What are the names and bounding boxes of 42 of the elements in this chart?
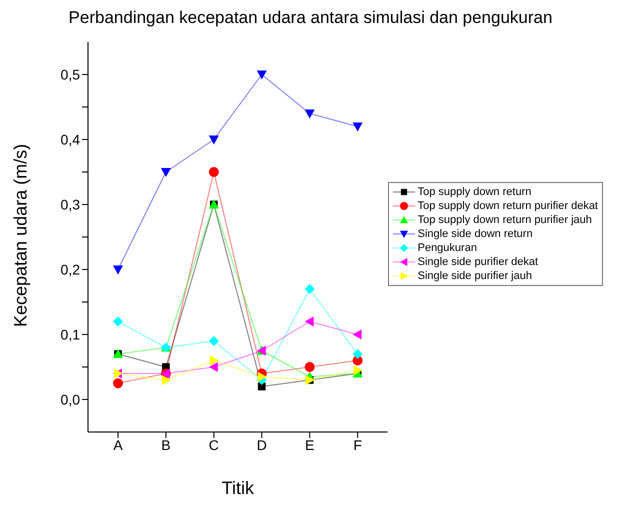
point xyxy=(210,356,219,366)
y-tick-label: 0,5 xyxy=(60,66,80,82)
y-tick-label: 0,1 xyxy=(60,326,80,342)
point xyxy=(113,378,123,388)
point xyxy=(162,375,171,385)
x-tick-label: C xyxy=(208,436,219,453)
point xyxy=(354,365,363,376)
x-tick-label: A xyxy=(113,436,124,453)
y-tick-label: 0,4 xyxy=(60,131,80,148)
legend-label: Top supply down return purifier dekat xyxy=(418,200,598,212)
y-axis-title: Kecepatan udara (m/s) xyxy=(10,144,30,327)
point xyxy=(208,167,219,177)
point xyxy=(208,336,219,346)
legend-label: Single side purifier dekat xyxy=(418,256,538,268)
y-tick-label: 0,3 xyxy=(60,196,80,212)
point xyxy=(352,330,362,340)
point xyxy=(256,70,267,80)
point xyxy=(304,316,314,326)
legend-label: Single side down return xyxy=(418,228,533,240)
point xyxy=(304,110,315,118)
x-tick-label: E xyxy=(305,436,314,453)
point xyxy=(258,372,267,382)
y-tick-label: 0,2 xyxy=(60,261,80,278)
legend-label: Single side purifier jauh xyxy=(418,270,532,282)
x-tick-label: F xyxy=(353,436,362,453)
x-axis-title: Titik xyxy=(222,478,255,498)
point xyxy=(304,362,315,372)
point xyxy=(113,316,123,326)
chart-title: Perbandingan kecepatan udara antara simulasi dan pengukuran xyxy=(68,8,554,28)
legend-label: Top supply down return xyxy=(418,186,532,198)
x-tick-label: B xyxy=(161,436,171,453)
legend-label: Top supply down return purifier jauh xyxy=(418,214,592,226)
point xyxy=(208,136,219,144)
point xyxy=(113,266,123,274)
point xyxy=(160,168,171,177)
point xyxy=(304,284,315,294)
point xyxy=(352,122,363,132)
point xyxy=(208,362,218,372)
legend-label: Pengukuran xyxy=(418,242,477,254)
y-tick-label: 0,0 xyxy=(60,391,80,408)
x-tick-label: D xyxy=(256,436,267,453)
point xyxy=(352,349,363,359)
